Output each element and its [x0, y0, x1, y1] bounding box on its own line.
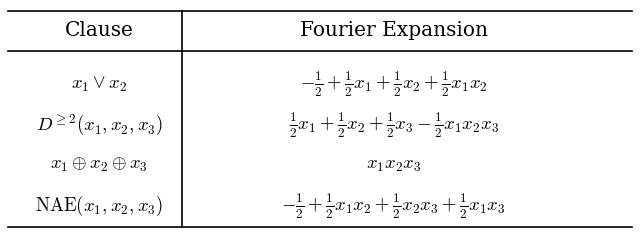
Text: Fourier Expansion: Fourier Expansion	[300, 21, 488, 40]
Text: $-\frac{1}{2}+\frac{1}{2}x_1+\frac{1}{2}x_2+\frac{1}{2}x_1x_2$: $-\frac{1}{2}+\frac{1}{2}x_1+\frac{1}{2}…	[300, 70, 488, 99]
Text: $-\frac{1}{2}+\frac{1}{2}x_1x_2+\frac{1}{2}x_2x_3+\frac{1}{2}x_1x_3$: $-\frac{1}{2}+\frac{1}{2}x_1x_2+\frac{1}…	[281, 192, 506, 221]
Text: $x_1x_2x_3$: $x_1x_2x_3$	[366, 156, 421, 174]
Text: $\mathrm{NAE}(x_1,x_2,x_3)$: $\mathrm{NAE}(x_1,x_2,x_3)$	[35, 194, 163, 219]
Text: $\frac{1}{2}x_1+\frac{1}{2}x_2+\frac{1}{2}x_3-\frac{1}{2}x_1x_2x_3$: $\frac{1}{2}x_1+\frac{1}{2}x_2+\frac{1}{…	[289, 110, 499, 140]
Text: Clause: Clause	[65, 21, 134, 40]
Text: $D^{\geq 2}(x_1,x_2,x_3)$: $D^{\geq 2}(x_1,x_2,x_3)$	[36, 113, 163, 138]
Text: $x_1 \vee x_2$: $x_1 \vee x_2$	[71, 75, 127, 94]
Text: $x_1 \oplus x_2 \oplus x_3$: $x_1 \oplus x_2 \oplus x_3$	[50, 156, 148, 174]
